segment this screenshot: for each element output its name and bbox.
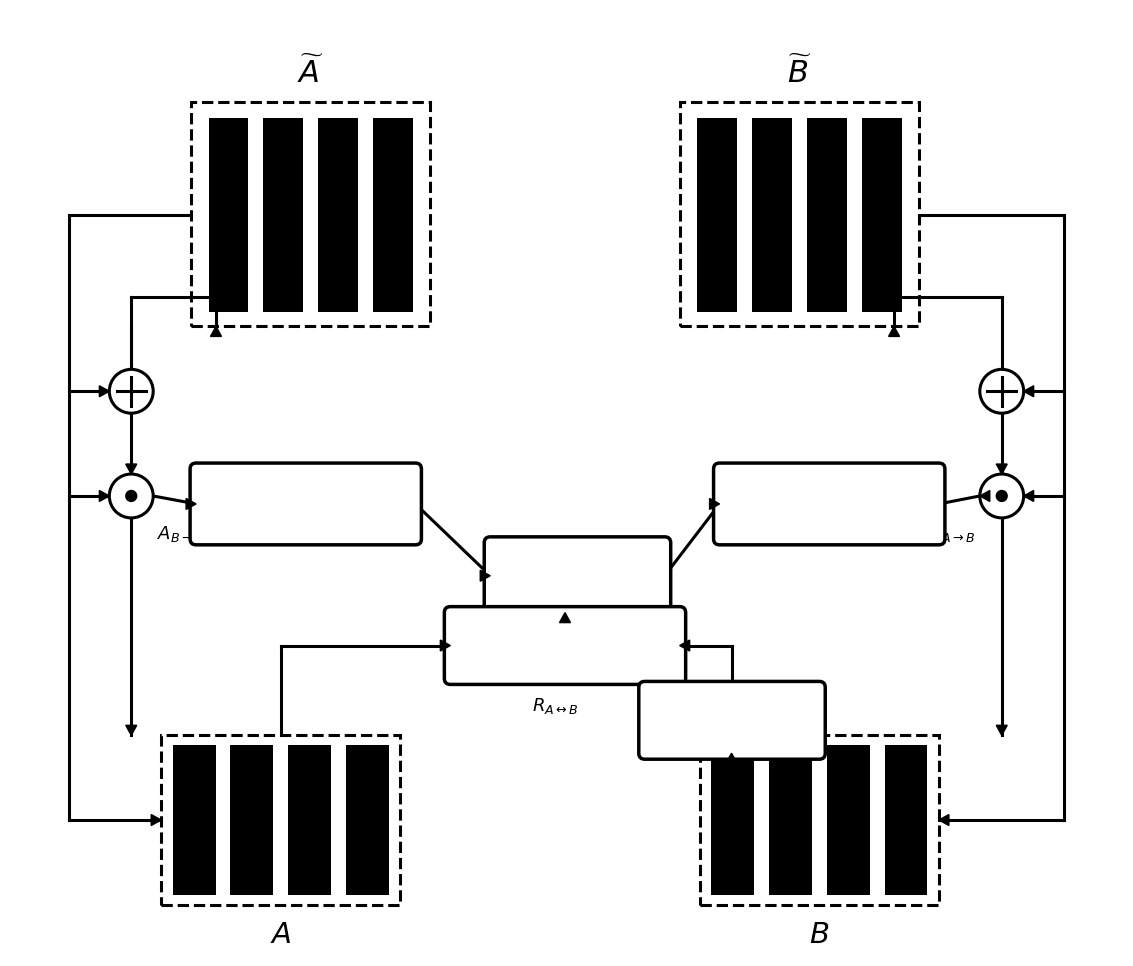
Circle shape <box>125 490 137 502</box>
Text: Transpose: Transpose <box>522 567 633 584</box>
Polygon shape <box>996 725 1007 735</box>
Bar <box>373 118 412 312</box>
Polygon shape <box>680 640 690 651</box>
Polygon shape <box>126 725 137 735</box>
Polygon shape <box>939 814 949 826</box>
Circle shape <box>980 474 1024 518</box>
Circle shape <box>996 490 1008 502</box>
Polygon shape <box>211 327 221 336</box>
Text: $A$: $A$ <box>270 920 291 949</box>
Bar <box>263 118 304 312</box>
Polygon shape <box>100 385 109 397</box>
Text: Mul: Mul <box>539 634 591 658</box>
FancyBboxPatch shape <box>484 537 671 614</box>
FancyBboxPatch shape <box>639 681 825 759</box>
Bar <box>288 745 331 895</box>
FancyBboxPatch shape <box>714 463 945 545</box>
Polygon shape <box>441 640 450 651</box>
Polygon shape <box>980 491 990 501</box>
Circle shape <box>980 369 1024 413</box>
Polygon shape <box>888 327 900 336</box>
Bar <box>208 118 248 312</box>
Bar <box>769 745 811 895</box>
Bar <box>161 735 400 905</box>
Bar <box>172 745 215 895</box>
Text: $R_{A\leftrightarrow B}$: $R_{A\leftrightarrow B}$ <box>531 696 578 717</box>
Polygon shape <box>151 814 161 826</box>
Text: $B$: $B$ <box>809 920 829 949</box>
Bar <box>699 735 939 905</box>
Bar <box>827 745 870 895</box>
Bar <box>885 745 928 895</box>
FancyBboxPatch shape <box>444 607 685 685</box>
Polygon shape <box>186 498 196 509</box>
Bar <box>752 118 792 312</box>
Text: Linear: Linear <box>265 493 346 515</box>
Text: Transpose: Transpose <box>676 711 787 729</box>
Text: $A_{B\rightarrow A}$: $A_{B\rightarrow A}$ <box>157 524 204 544</box>
Bar <box>191 102 431 327</box>
Polygon shape <box>996 464 1007 474</box>
Bar <box>862 118 902 312</box>
Bar <box>712 745 753 895</box>
Polygon shape <box>100 491 109 501</box>
Text: $\widetilde{B}$: $\widetilde{B}$ <box>786 57 812 90</box>
Bar <box>807 118 846 312</box>
Bar <box>230 745 273 895</box>
Polygon shape <box>1024 385 1033 397</box>
Polygon shape <box>1024 491 1033 501</box>
Text: $\widetilde{A}$: $\widetilde{A}$ <box>297 57 324 90</box>
Polygon shape <box>709 498 719 509</box>
Bar <box>347 745 389 895</box>
Polygon shape <box>480 570 491 582</box>
Circle shape <box>109 369 153 413</box>
Text: Linear: Linear <box>789 493 869 515</box>
Polygon shape <box>126 464 137 474</box>
Circle shape <box>109 474 153 518</box>
Text: $B_{A\rightarrow B}$: $B_{A\rightarrow B}$ <box>929 524 976 544</box>
Polygon shape <box>560 612 571 623</box>
FancyBboxPatch shape <box>190 463 421 545</box>
Bar <box>318 118 358 312</box>
Bar <box>680 102 919 327</box>
Bar <box>697 118 736 312</box>
Polygon shape <box>726 753 736 763</box>
